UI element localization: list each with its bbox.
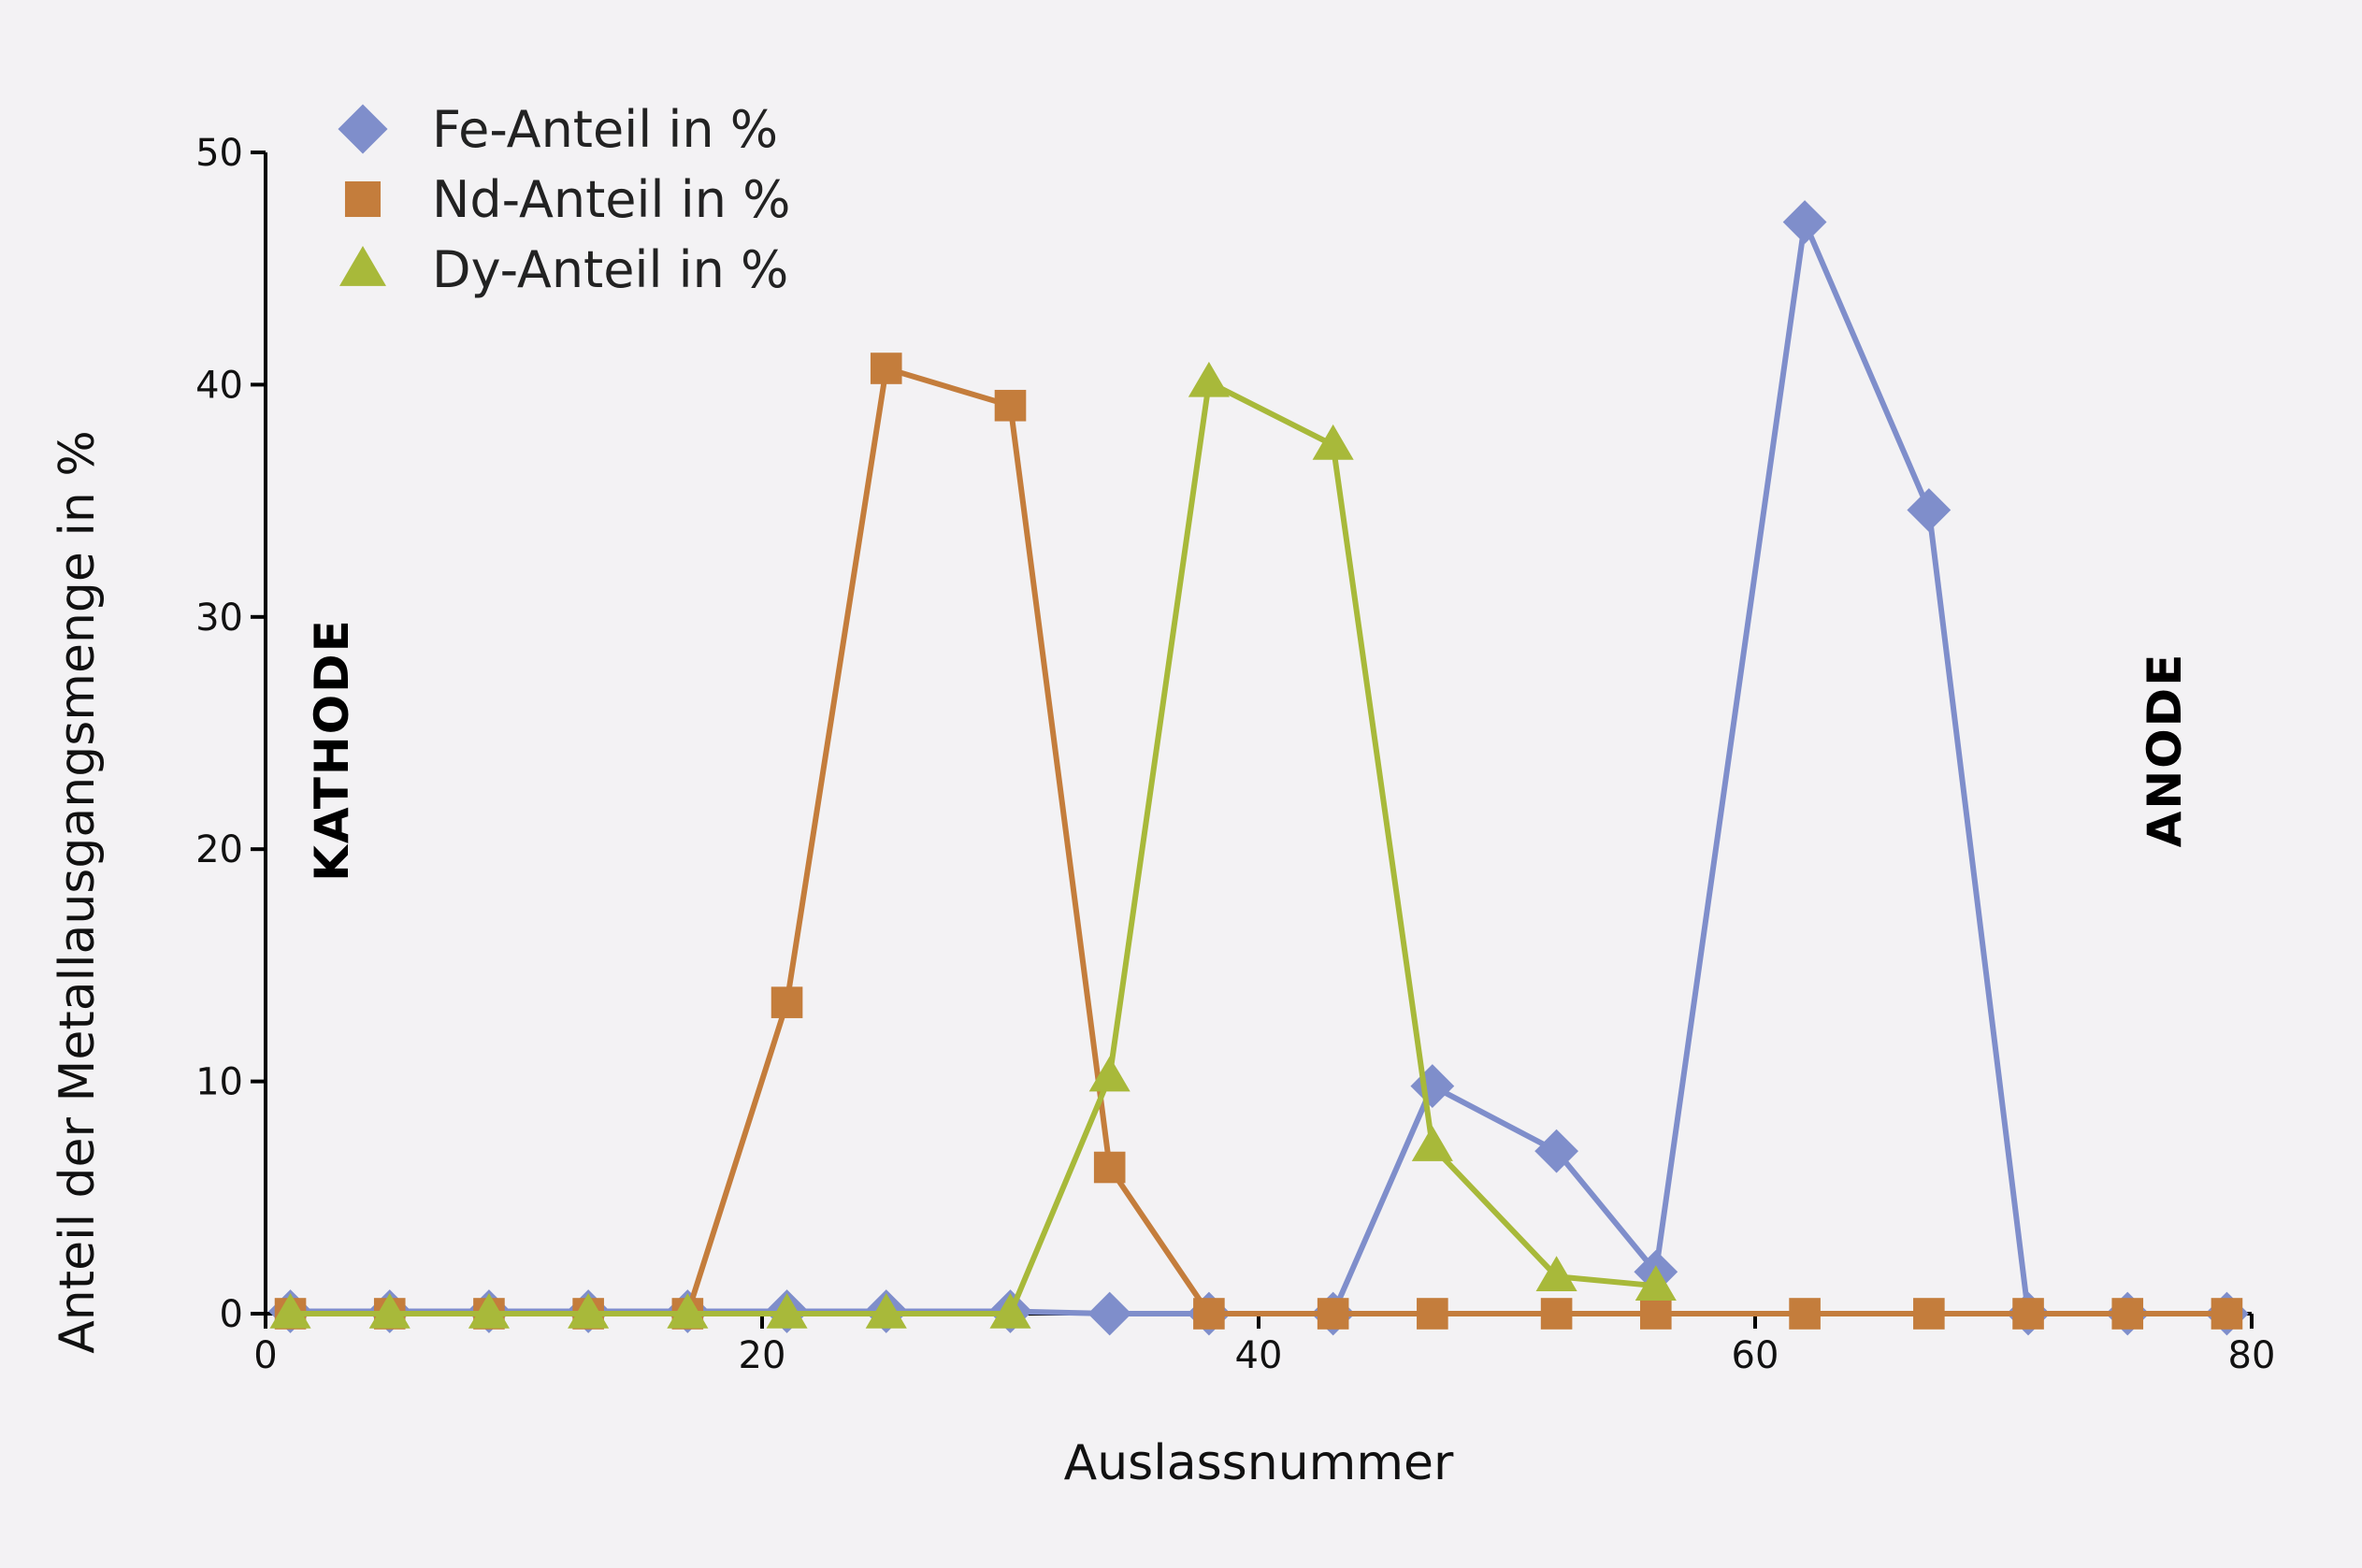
data-point-dy (468, 1292, 510, 1329)
anode-label: ANODE (2138, 653, 2192, 848)
data-point-nd (1193, 1298, 1225, 1330)
data-point-dy (1535, 1256, 1577, 1292)
x-tick-label: 0 (253, 1334, 277, 1377)
series-line-dy (290, 379, 1657, 1316)
data-point-nd (870, 352, 902, 384)
data-point-nd (2012, 1298, 2044, 1330)
series-fe (268, 200, 2249, 1336)
legend-marker-nd (344, 180, 382, 218)
data-point-dy (766, 1292, 808, 1329)
data-point-dy (269, 1292, 311, 1329)
legend-label-dy: Dy-Anteil in % (432, 240, 788, 299)
x-ticks: 0 20 40 60 80 (253, 1314, 2275, 1377)
data-point-dy (1088, 1056, 1131, 1092)
data-point-dy (865, 1292, 907, 1329)
x-tick-label: 60 (1732, 1334, 1779, 1377)
y-tick-label: 10 (195, 1061, 243, 1104)
series-dy (269, 361, 1677, 1329)
data-point-fe (1782, 200, 1827, 244)
data-point-dy (989, 1292, 1031, 1329)
data-point-dy (1188, 361, 1230, 397)
data-point-dy (368, 1292, 410, 1329)
legend-label-nd: Nd-Anteil in % (432, 170, 790, 229)
data-point-nd (771, 986, 803, 1018)
data-point-nd (1317, 1298, 1349, 1330)
legend-marker-fe (338, 104, 388, 154)
y-ticks: 0 10 20 30 40 50 (195, 132, 266, 1336)
data-point-nd (1640, 1298, 1672, 1330)
data-point-nd (1789, 1298, 1821, 1330)
data-point-fe (1907, 488, 1952, 532)
data-point-nd (994, 389, 1027, 422)
data-point-nd (1913, 1298, 1945, 1330)
x-axis-title: Auslassnummer (1064, 1435, 1454, 1491)
x-tick-label: 80 (2228, 1334, 2276, 1377)
series-line-fe (290, 219, 2227, 1316)
data-point-nd (2111, 1298, 2144, 1330)
data-point-dy (667, 1292, 709, 1329)
y-tick-label: 30 (195, 597, 243, 640)
series-layer (268, 200, 2249, 1336)
x-tick-label: 40 (1235, 1334, 1283, 1377)
legend: Fe-Anteil in % Nd-Anteil in % Dy-Anteil in… (338, 100, 790, 299)
y-tick-label: 40 (195, 364, 243, 407)
x-tick-label: 20 (739, 1334, 786, 1377)
y-tick-label: 20 (195, 828, 243, 871)
y-tick-label: 50 (195, 132, 243, 175)
axes: 0 10 20 30 40 50 0 20 40 60 80 (195, 132, 2275, 1377)
data-point-dy (1312, 424, 1354, 460)
legend-label-fe: Fe-Anteil in % (432, 100, 778, 159)
data-point-nd (1093, 1151, 1126, 1184)
data-point-fe (1087, 1291, 1132, 1336)
kathode-label: KATHODE (305, 618, 359, 882)
data-point-nd (1417, 1298, 1448, 1330)
data-point-dy (1635, 1265, 1677, 1301)
data-point-fe (1410, 1064, 1455, 1108)
data-point-nd (2211, 1298, 2243, 1330)
data-point-dy (1411, 1126, 1453, 1161)
data-point-dy (568, 1292, 610, 1329)
data-point-nd (1540, 1298, 1573, 1330)
y-tick-label: 0 (220, 1293, 243, 1336)
y-axis-title: Anteil der Metallausgangsmenge in % (50, 430, 106, 1354)
legend-marker-dy (339, 246, 386, 286)
data-point-fe (1534, 1129, 1578, 1173)
series-nd (274, 352, 2243, 1330)
